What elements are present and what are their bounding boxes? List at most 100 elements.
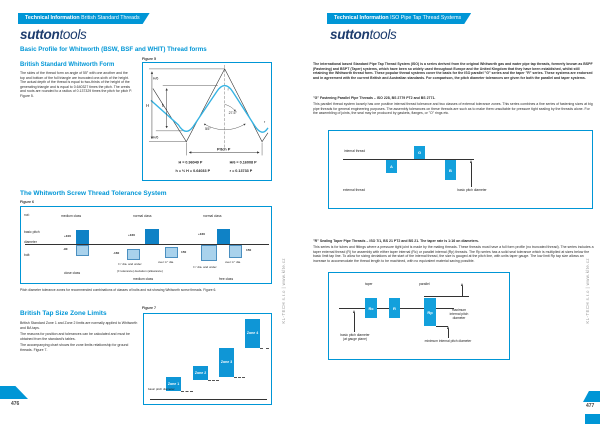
dim-H-label: H <box>146 103 149 108</box>
r-min-arrow-head <box>446 326 449 329</box>
pitch-label: Pitch P <box>217 147 231 152</box>
g1-nut-tolerance-box <box>76 230 89 244</box>
zone1-box: Zone 1 <box>166 377 181 391</box>
left-page-number: 476 <box>11 401 20 407</box>
figure5-box: H h H/6 H/6 55° 27.5° r r Pitch P H = 0.… <box>142 62 272 181</box>
r-left-arrow-stem <box>354 313 355 332</box>
g3-bolt2-value: 150 <box>246 248 252 252</box>
g2-bolt2-caption: over ¾" dia. <box>158 260 174 264</box>
g2-bolt2-value: 150 <box>181 250 187 254</box>
zone4-box: Zone 4 <box>245 319 260 348</box>
r-max-arrow-stem <box>462 286 463 296</box>
r-basic-pitch-label: basic pitch diameter (at gauge plane) <box>340 333 370 341</box>
r-left-arrow-head <box>352 310 355 313</box>
g2-allowance-note: (± tolerance) deviation (allowance) <box>117 269 163 273</box>
right-watermark: KL-TECH s.r.o | www.klte.cz <box>585 258 590 324</box>
parallel-label: parallel <box>419 282 430 286</box>
g1-bolt-value: -90 <box>63 247 68 251</box>
g-basic-line <box>343 159 474 160</box>
r-series-body: This series is for tubes and fittings wh… <box>313 245 594 263</box>
logo-sutton: sutton <box>330 27 370 42</box>
row-label-nut: nut: <box>24 213 30 217</box>
g2-bolt-box-over <box>165 247 178 258</box>
angle-55-arc <box>203 123 246 131</box>
g-arrow-head <box>469 160 472 163</box>
right-corner-rect <box>585 414 600 424</box>
class-g-box: G <box>414 146 425 159</box>
sutton-tools-logo: suttontools <box>330 27 397 42</box>
parallel-max-line <box>424 296 469 297</box>
g3-bolt-box-over <box>229 245 242 258</box>
zone-baseline <box>150 399 267 400</box>
figure6-box: nut: basic pitch diameter bolt: medium c… <box>20 206 272 284</box>
g2-bolt1-value: -160 <box>113 251 120 255</box>
class-b-box: B <box>445 160 456 180</box>
zone2-box: Zone 2 <box>193 366 208 380</box>
left-subtitle: Basic Profile for Whitworth (BSW, BSF an… <box>20 46 207 53</box>
g1-top-class: medium class <box>61 214 82 218</box>
figure5-label: Figure 5 <box>142 57 156 61</box>
dim-h6-bot-label: H/6 <box>153 136 159 140</box>
zone3-box: Zone 3 <box>219 348 234 377</box>
g2-bolt-box-under <box>127 249 140 260</box>
banner-title-rest: British Standard Threads <box>81 15 140 21</box>
g1-bottom-class: close class <box>64 271 81 275</box>
figure7-label: Figure 7 <box>142 306 156 310</box>
g3-bottom-class: free class <box>219 277 234 281</box>
r-min-label: minimum internal pitch diameter <box>424 339 472 343</box>
class-a-box: A <box>386 160 397 173</box>
whitworth-form-heading: British Standard Whitworth Form <box>20 62 115 68</box>
logo-sutton: sutton <box>20 27 60 42</box>
g3-nut-value: +160 <box>198 232 205 236</box>
internal-thread-label: internal thread <box>344 149 366 153</box>
g2-bolt1-caption: ¾" dia. and under <box>118 262 142 266</box>
g3-bolt-box-under <box>201 245 217 261</box>
rp-box: Rp <box>424 298 436 326</box>
zone-paragraph-1: British Standard Zone 1 and Zone 2 limit… <box>20 321 138 330</box>
angle-55-label: 55° <box>205 126 211 131</box>
zone2-dash <box>208 380 219 381</box>
angle-27-arc <box>224 104 236 112</box>
figure7-box: Zone 1 Zone 2 Zone 3 Zone 4 basic pitch … <box>143 313 272 405</box>
r-min-arrow-stem <box>448 329 449 338</box>
g-tolerance-figure: internal thread external thread A G B ba… <box>328 130 593 209</box>
banner-title-bold: Technical Information <box>25 15 80 21</box>
left-page-banner: Technical Information British Standard T… <box>18 13 150 24</box>
zone1-dash <box>181 391 193 392</box>
tolerance-heading: The Whitworth Screw Thread Tolerance Sys… <box>20 190 167 197</box>
g1-bolt-tolerance-box <box>76 245 89 256</box>
dim-h6-top-label: H/6 <box>153 77 159 81</box>
iso-intro-paragraph: The international based Standard Pipe Ta… <box>313 62 593 80</box>
basic-pitch-line <box>25 244 269 245</box>
zone-paragraph-3: The accompanying chart shows the zone li… <box>20 343 129 352</box>
row-label-bolt: bolt: <box>24 253 31 257</box>
r-tolerance-figure: taper parallel Rc R Rp basic pitch diame… <box>328 272 510 360</box>
sutton-tools-logo: suttontools <box>20 27 87 42</box>
r-max-label: maximum internal pitch diameter <box>449 308 469 320</box>
banner-title-bold: Technical Information <box>334 15 389 21</box>
formula-h: h = ⅔ H = 0.64033 P <box>176 169 211 173</box>
radius-top-label: r <box>228 88 230 92</box>
rc-box: Rc <box>365 298 377 318</box>
figure6-label: Figure 6 <box>20 200 34 204</box>
zone4-dash <box>260 348 269 349</box>
r-series-heading: "R" Sealing Taper Pipe Threads – ISO 7/1… <box>313 239 479 243</box>
whitworth-profile-curve <box>150 84 269 133</box>
g2-bottom-class: medium class <box>133 277 154 281</box>
dim-h-label: h <box>162 103 165 108</box>
g1-nut-value: +100 <box>64 234 71 238</box>
r-min-elbow <box>436 326 448 327</box>
g2-top-class: normal class <box>133 214 152 218</box>
g-arrow-stem <box>471 163 472 187</box>
g-basic-pitch-label: basic pitch diameter <box>457 188 487 192</box>
right-page-number: 477 <box>586 403 595 409</box>
r-max-arrow-head <box>460 283 463 286</box>
formula-H: H = 0.96049 P <box>178 160 202 164</box>
g2-nut-tolerance-box <box>145 229 159 244</box>
left-corner-shape <box>0 386 28 399</box>
g3-nut-tolerance-box <box>217 229 230 244</box>
zone-baseline-label: basic pitch diameter <box>148 387 175 391</box>
zone3-dash <box>234 377 245 378</box>
g-series-body: This parallel thread system loosely has … <box>313 102 593 116</box>
